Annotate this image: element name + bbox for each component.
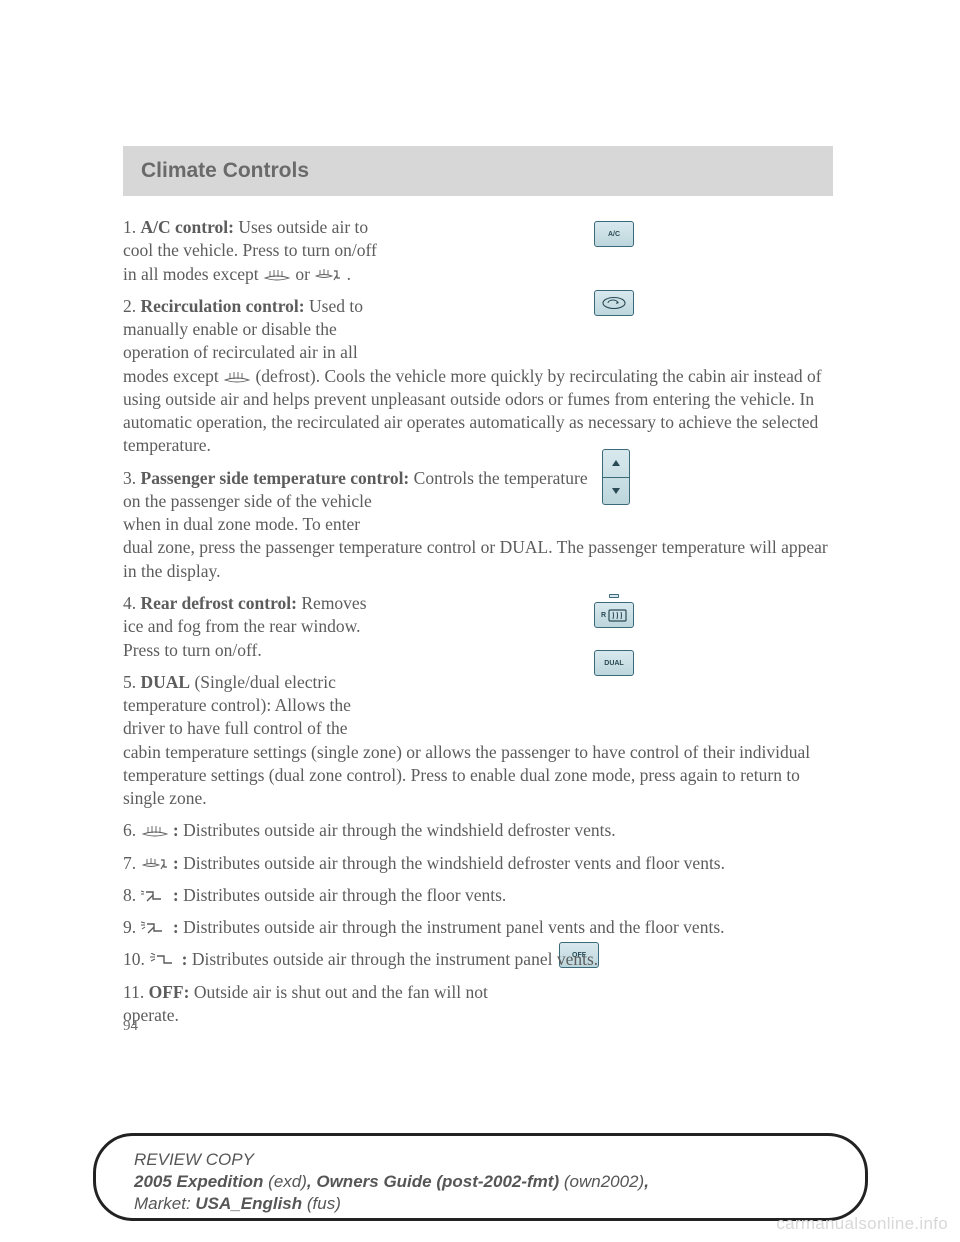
review-footer: REVIEW COPY 2005 Expedition (exd), Owner… (93, 1133, 868, 1221)
defrost-icon (263, 265, 291, 280)
panel-floor-icon (141, 918, 169, 933)
floor-icon (141, 886, 169, 901)
section-title: Climate Controls (141, 159, 309, 183)
defrost-floor-icon (314, 265, 342, 280)
body-content: 1. A/C control: Uses outside air tocool … (123, 216, 833, 1036)
watermark: carmanualsonline.info (776, 1214, 948, 1234)
item-10: 10. : Distributes outside air through th… (123, 948, 833, 971)
defrost-floor-icon (141, 854, 169, 869)
defrost-icon (223, 367, 251, 382)
footer-line1: REVIEW COPY (134, 1150, 254, 1169)
item-6: 6. : Distributes outside air through the… (123, 819, 833, 842)
item-2: 2. Recirculation control: Used tomanuall… (123, 295, 833, 458)
section-header: Climate Controls (123, 146, 833, 196)
item-8: 8. : Distributes outside air through the… (123, 884, 833, 907)
page-number: 94 (123, 1018, 138, 1035)
item-4: 4. Rear defrost control: Removesice and … (123, 592, 833, 662)
item-11: 11. OFF: Outside air is shut out and the… (123, 981, 503, 1028)
item-1: 1. A/C control: Uses outside air tocool … (123, 216, 833, 286)
item-5: 5. DUAL (Single/dual electrictemperature… (123, 671, 833, 811)
item-7: 7. : Distributes outside air through the… (123, 852, 833, 875)
manual-page: Climate Controls A/C R DUAL OFF 1. A/C c… (0, 0, 960, 1242)
item-3: 3. Passenger side temperature control: C… (123, 467, 833, 583)
defrost-icon (141, 821, 169, 836)
item-9: 9. : Distributes outside air through the… (123, 916, 833, 939)
panel-icon (149, 950, 177, 965)
